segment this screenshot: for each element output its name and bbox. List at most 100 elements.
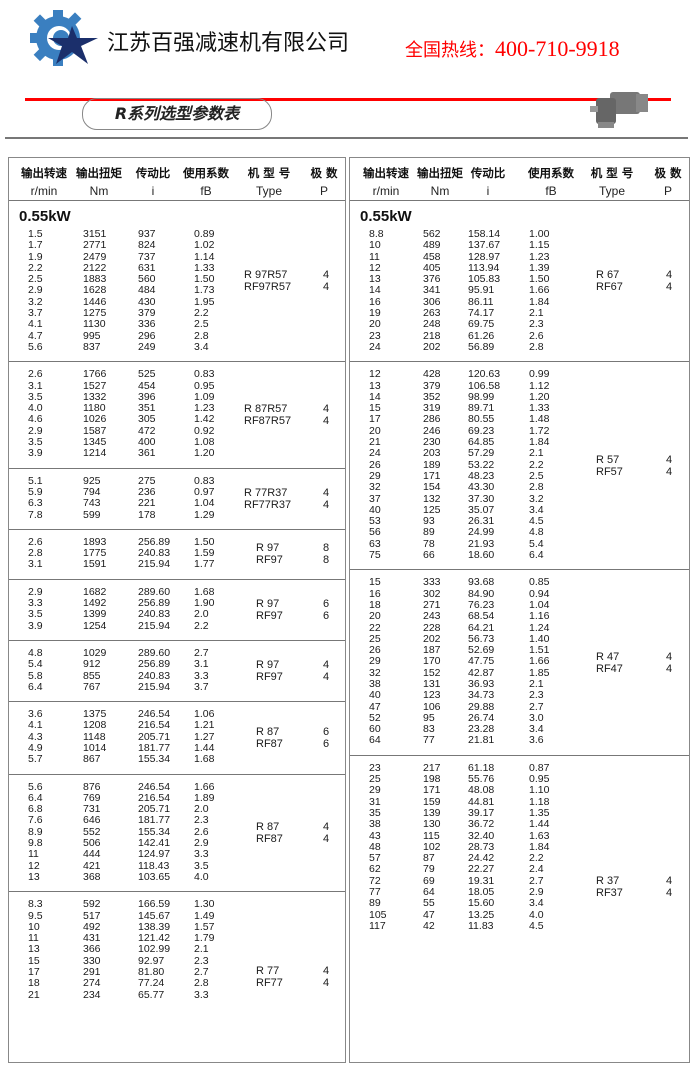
table-row: 4.1 1130 336 2.5 [9,319,345,331]
row-indent [350,539,369,550]
torque-cell: 139 [423,806,441,819]
torque-cell: 1893 [83,535,107,548]
row-indent [350,763,369,774]
row-indent [9,331,28,342]
model-type: R 67 [596,269,620,282]
torque-cell: 767 [83,680,101,693]
model-type: RF97 [256,554,283,567]
table-row: 3.3 1492 256.89 1.90 [9,597,345,609]
pole-count: 4 [323,486,330,499]
model-type: RF77 [256,977,283,990]
ratio-cell: 400 [138,436,156,449]
pole-count: 4 [666,662,673,675]
torque-cell: 368 [83,870,101,883]
service-factor-cell: 1.12 [529,379,550,392]
speed-cell: 38 [369,818,381,831]
table-row: 4.9 1014 181.77 1.44 [9,742,345,754]
service-factor-cell: 3.5 [194,859,209,872]
torque-cell: 106 [423,700,441,713]
column-header: 输出转速 r/min [351,158,421,198]
table-row: 43 115 32.40 1.63 [350,830,689,842]
torque-cell: 376 [423,273,441,286]
row-indent [350,240,369,251]
ratio-cell: 76.23 [468,598,495,611]
torque-cell: 421 [83,859,101,872]
ratio-cell: 246.54 [138,780,171,793]
speed-cell: 14 [369,390,381,403]
pole-count: 6 [323,725,330,738]
ratio-cell: 77.24 [138,977,165,990]
service-factor-cell: 2.1 [529,307,544,320]
service-factor-cell: 3.4 [529,897,544,910]
power-rating: 0.55kW [19,208,71,225]
column-header: 机 型 号 Type [577,158,647,198]
pole-count: 8 [323,554,330,567]
speed-cell: 25 [369,773,381,786]
ratio-cell: 128.97 [468,250,501,263]
ratio-cell: 35.07 [468,503,495,516]
model-type: R 47 [596,650,620,663]
row-indent [350,381,369,392]
speed-cell: 4.6 [28,413,43,426]
service-factor-cell: 2.0 [194,803,209,816]
ratio-cell: 305 [138,413,156,426]
speed-cell: 12 [369,368,381,381]
table-row: 23 218 61.26 2.6 [350,330,689,342]
torque-cell: 189 [423,458,441,471]
torque-cell: 132 [423,492,441,505]
service-factor-cell: 1.84 [529,436,550,449]
torque-cell: 1527 [83,379,107,392]
service-factor-cell: 1.50 [194,535,215,548]
service-factor-cell: 2.7 [529,874,544,887]
row-indent [9,229,28,240]
row-indent [350,831,369,842]
row-indent [9,659,28,670]
torque-cell: 243 [423,610,441,623]
table-row: 16 306 86.11 1.84 [350,296,689,308]
service-factor-cell: 1.89 [194,791,215,804]
ratio-cell: 24.42 [468,852,495,865]
torque-cell: 271 [423,598,441,611]
torque-cell: 171 [423,469,441,482]
torque-cell: 2122 [83,261,107,274]
row-indent [350,702,369,713]
table-row: 24 203 57.29 2.1 [350,447,689,460]
ratio-cell: 396 [138,390,156,403]
speed-cell: 23 [369,761,381,774]
table-row: 9.5 517 145.67 1.49 [9,910,345,922]
row-indent [9,709,28,720]
row-indent [350,414,369,425]
table-row: 13 368 103.65 4.0 [9,870,345,883]
row-indent [9,426,28,437]
torque-cell: 159 [423,795,441,808]
model-type: RF87 [256,832,283,845]
column-unit: i [151,184,155,198]
torque-cell: 125 [423,503,441,516]
service-factor-cell: 1.14 [194,250,215,263]
ratio-cell: 57.29 [468,447,495,460]
service-factor-cell: 1.48 [529,413,550,426]
table-row: 15 333 93.68 0.85 [350,577,689,589]
ratio-cell: 69.75 [468,318,495,331]
torque-cell: 1399 [83,608,107,621]
speed-cell: 7.8 [28,508,43,521]
column-unit: fB [200,184,212,198]
ratio-cell: 95.91 [468,284,495,297]
speed-cell: 17 [28,966,40,979]
pole-count: 4 [666,650,673,663]
model-type: R 97 [256,542,280,555]
speed-cell: 2.6 [28,368,43,381]
column-label-cn: 机 型 号 [590,166,634,180]
torque-cell: 925 [83,474,101,487]
torque-cell: 246 [423,424,441,437]
torque-cell: 78 [423,537,435,550]
service-factor-cell: 1.50 [529,273,550,286]
torque-cell: 171 [423,784,441,797]
pole-count: 6 [323,737,330,750]
speed-cell: 6.3 [28,497,43,510]
row-indent [350,437,369,448]
speed-cell: 56 [369,526,381,539]
model-type: RF87R57 [244,414,292,427]
ratio-cell: 19.31 [468,874,495,887]
speed-cell: 4.1 [28,719,43,732]
